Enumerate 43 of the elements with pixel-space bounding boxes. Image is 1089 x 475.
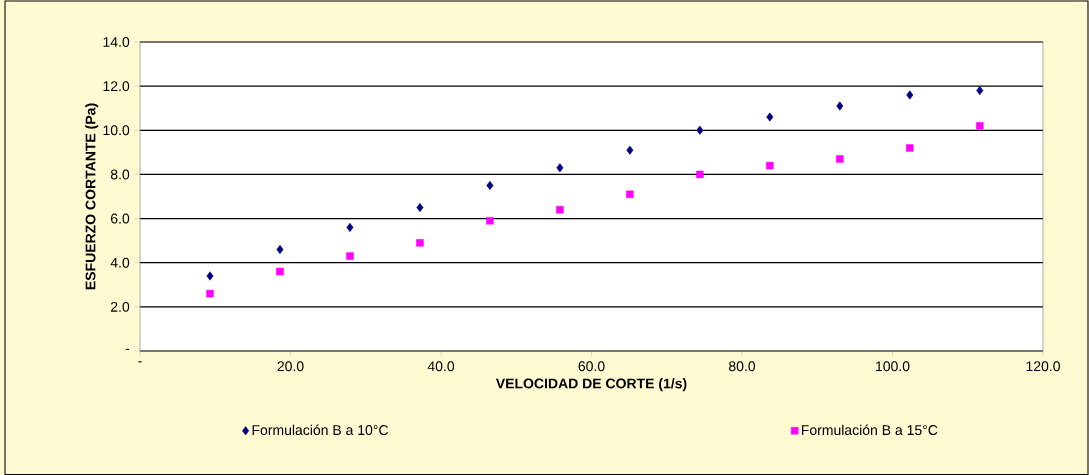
point (486, 180, 494, 190)
point (276, 244, 284, 254)
point (206, 271, 214, 281)
point (556, 163, 564, 173)
point (836, 155, 844, 163)
point (766, 112, 774, 122)
y-tick-label: 12.0 (103, 81, 130, 92)
x-tick-label: 60.0 (578, 361, 605, 372)
x-tick-label: 20.0 (277, 361, 304, 372)
x-tick-label: 100.0 (876, 361, 910, 372)
point (976, 122, 984, 130)
y-tick-label: 10.0 (103, 125, 130, 136)
point (416, 202, 424, 213)
y-tick-label: 6.0 (110, 213, 130, 224)
legend-label: Formulación B a 15°C (801, 424, 938, 436)
point (486, 217, 494, 225)
point (556, 206, 564, 214)
point (766, 161, 774, 170)
point (206, 289, 214, 298)
y-tick-label: 8.0 (110, 169, 130, 180)
x-tick-label: 40.0 (427, 361, 455, 372)
y-axis-title: ESFUERZO CORTANTE (Pa) (85, 103, 99, 290)
point (906, 90, 914, 100)
point (346, 252, 354, 260)
point (906, 144, 914, 152)
point (696, 170, 704, 179)
point (976, 86, 984, 96)
y-tick-label: 2.0 (110, 301, 130, 312)
point (836, 101, 844, 111)
x-tick-label: - (138, 361, 142, 363)
point (626, 190, 634, 199)
point (346, 222, 354, 232)
x-axis-title: VELOCIDAD DE CORTE (1/s) (495, 378, 687, 392)
x-tick-label: 120.0 (1026, 361, 1060, 372)
point (696, 125, 704, 135)
point (416, 239, 424, 247)
point (276, 267, 284, 276)
point (626, 145, 634, 155)
y-tick-label: 14.0 (103, 37, 130, 47)
y-tick-label: 4.0 (110, 257, 130, 268)
x-tick-label: 80.0 (728, 361, 756, 372)
y-tick-label: - (125, 348, 130, 350)
legend-label: Formulación B a 10°C (252, 424, 389, 436)
